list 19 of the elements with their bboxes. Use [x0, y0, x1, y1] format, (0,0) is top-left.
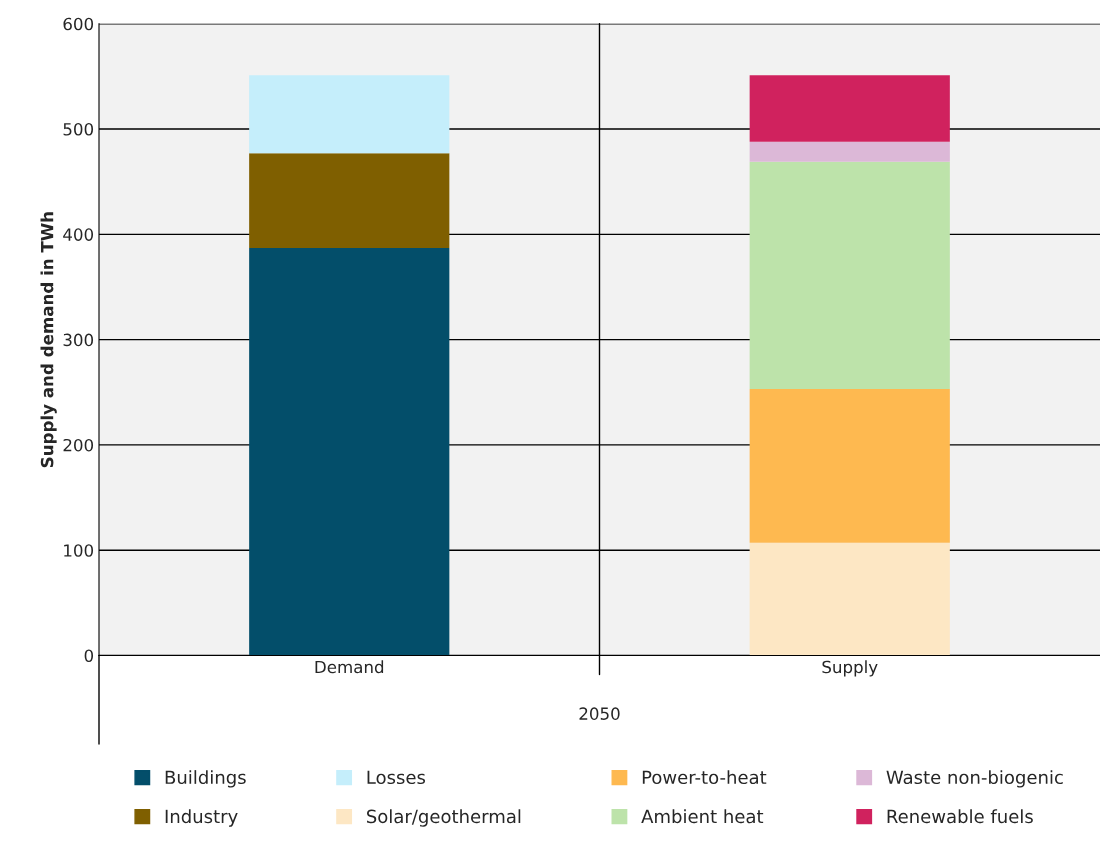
y-tick-label: 500 [63, 123, 94, 136]
y-tick-label: 0 [84, 649, 94, 663]
legend-label: Renewable fuels [887, 809, 1033, 824]
x-tick-label: Supply [822, 660, 878, 677]
y-tick-label: 100 [64, 544, 94, 557]
legend-label: Power-to-heat [642, 770, 767, 785]
legend-label: Industry [165, 809, 238, 827]
legend-label: Buildings [165, 770, 246, 788]
y-axis-title: Supply and demand in TWh [40, 212, 57, 468]
y-tick-label: 400 [63, 228, 94, 241]
x-axis-title: 2050 [579, 707, 620, 720]
legend-label: Waste non-biogenic [886, 770, 1063, 788]
y-tick-label: 600 [63, 17, 94, 31]
legend-label: Solar/geothermal [366, 809, 521, 827]
y-tick-label: 300 [63, 333, 94, 347]
legend-label: Losses [367, 770, 426, 785]
legend-label: Ambient heat [641, 809, 764, 824]
y-tick-label: 200 [63, 438, 94, 452]
x-tick-label: Demand [315, 660, 384, 674]
